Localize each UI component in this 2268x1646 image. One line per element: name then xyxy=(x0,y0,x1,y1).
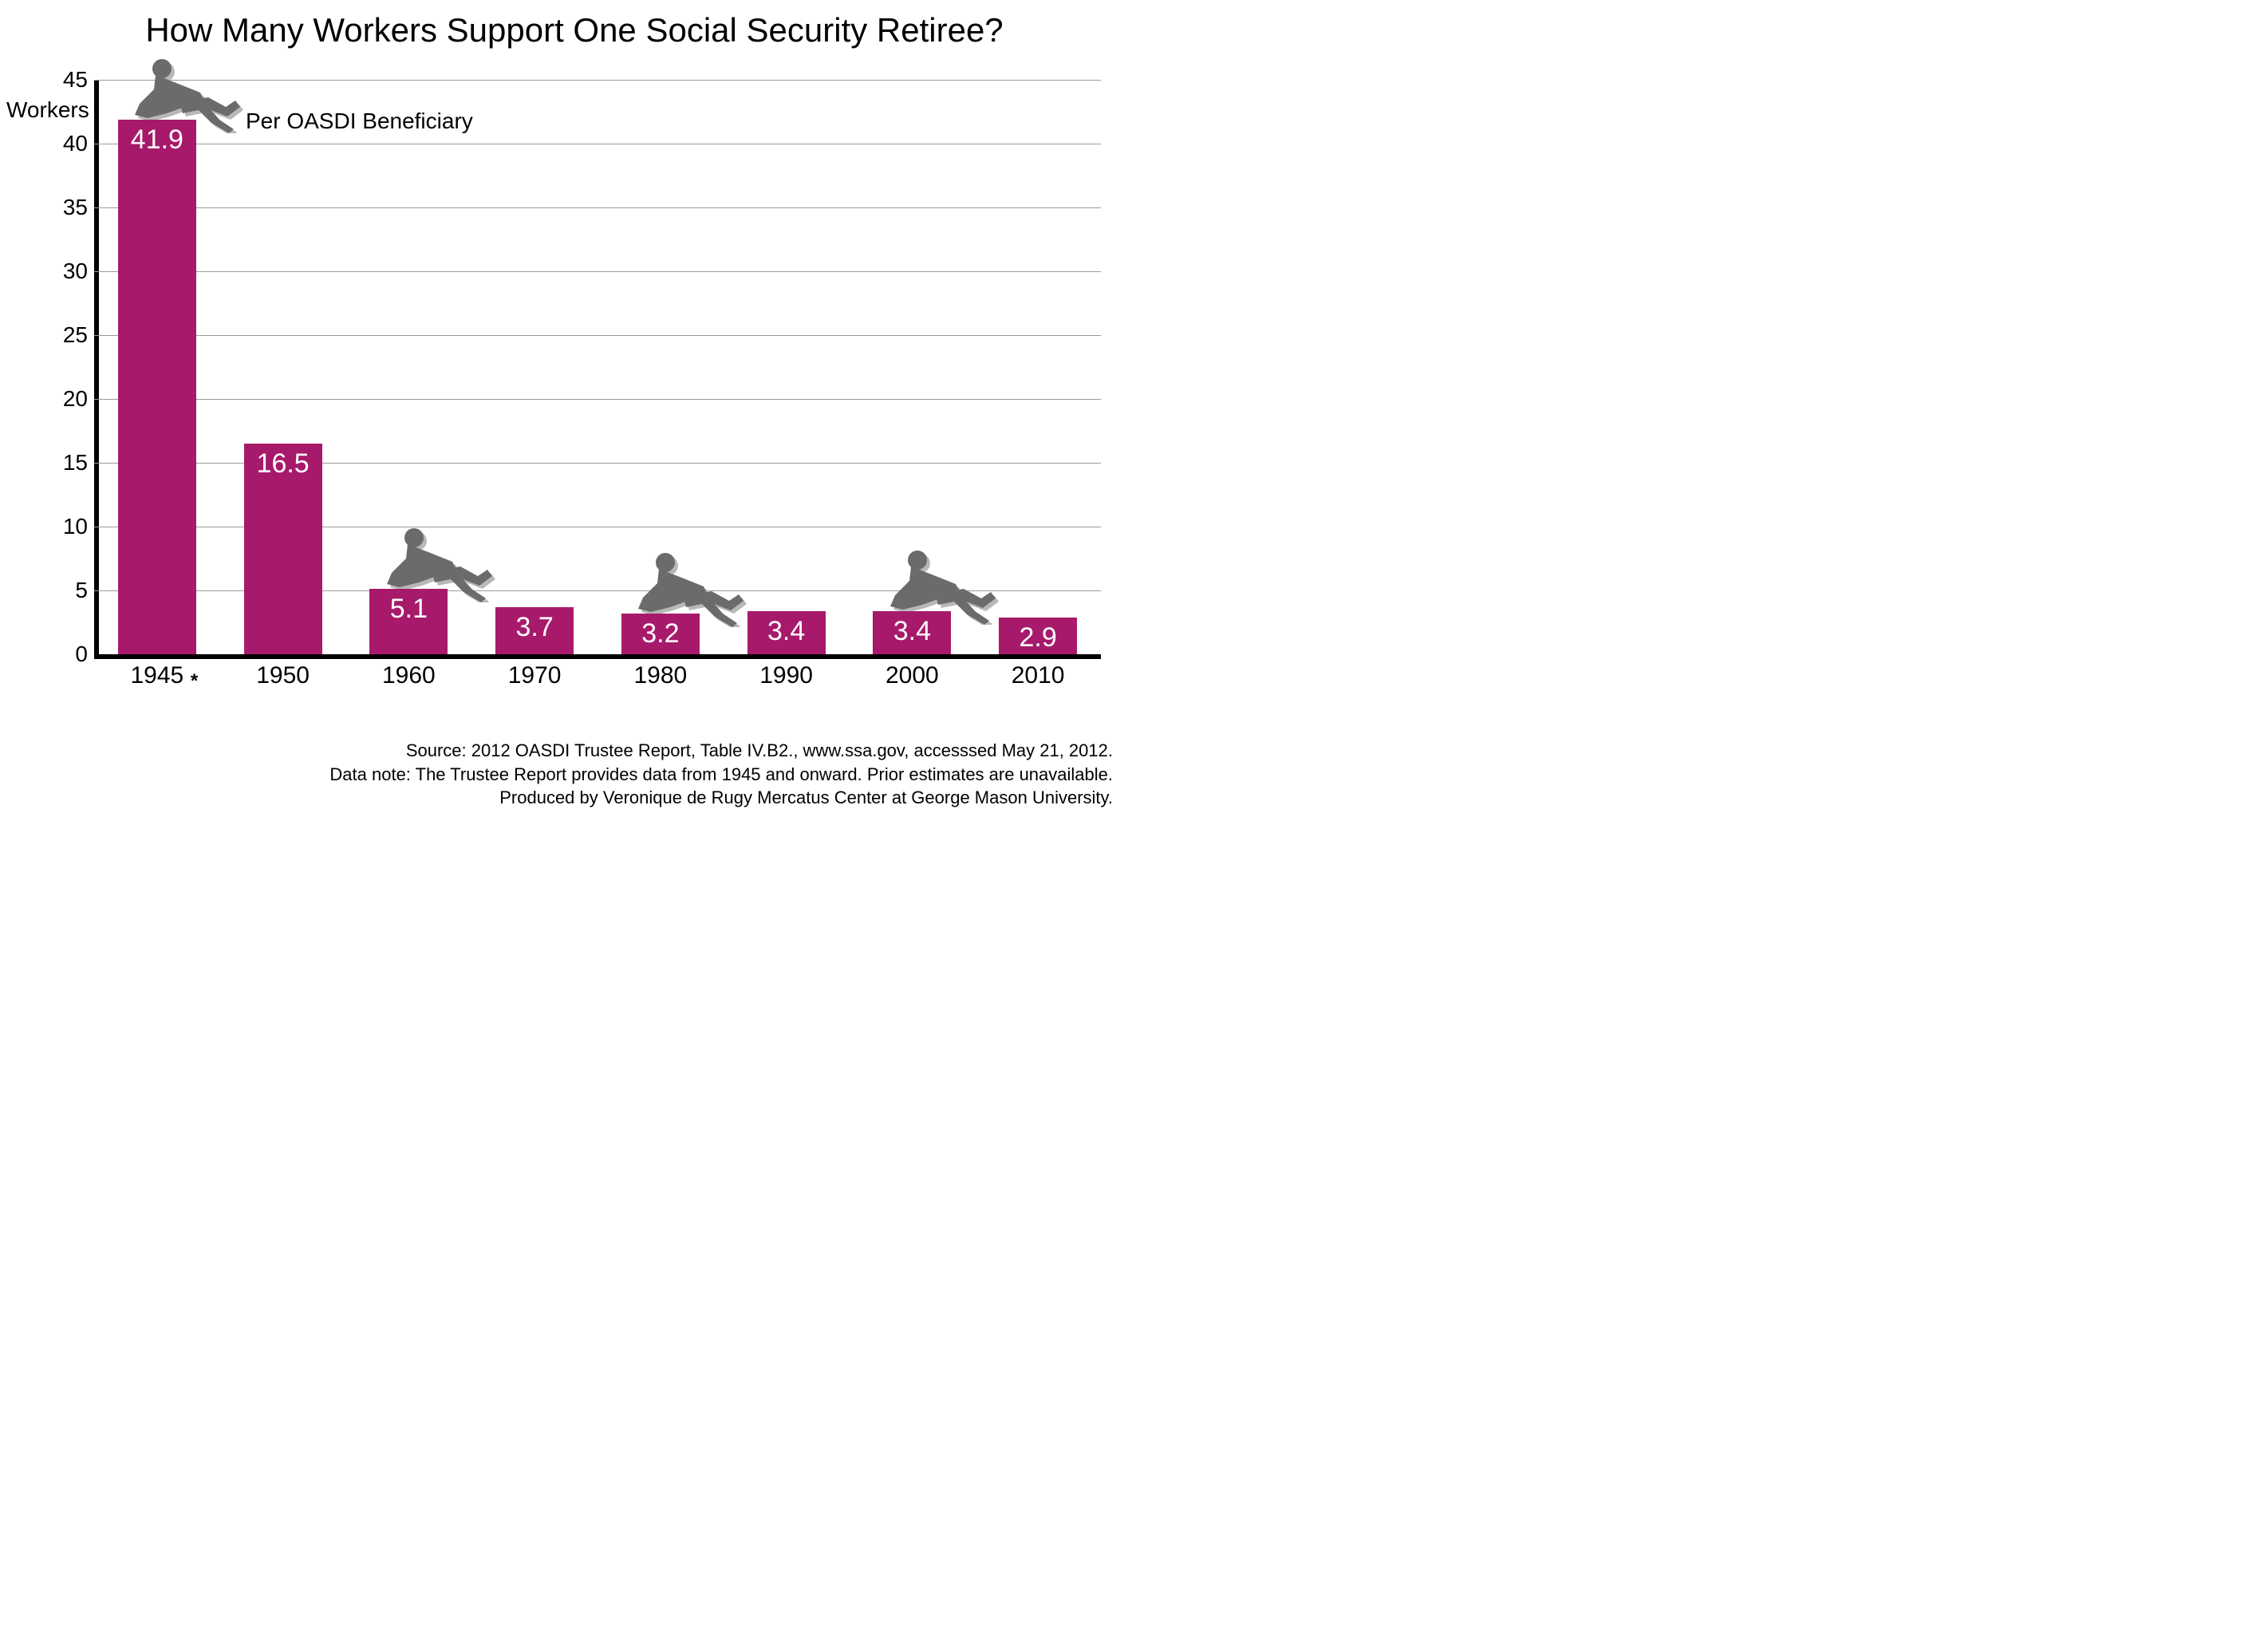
bar-value-label: 3.4 xyxy=(732,616,841,647)
y-tick-label: 0 xyxy=(75,641,88,667)
x-tick-label: 1970 xyxy=(471,654,598,702)
bar-value-label: 16.5 xyxy=(228,448,337,480)
chart-subtitle: Per OASDI Beneficiary xyxy=(246,109,473,134)
chart-area: 051015202530354045 41.916.5 5.13.7 xyxy=(48,80,1117,702)
y-tick-label: 15 xyxy=(63,450,88,476)
plot-region: 41.9 16.5 5.1 3.7 3.2 3.4 xyxy=(94,80,1101,654)
y-tick-label: 35 xyxy=(63,195,88,220)
bar: 41.9 xyxy=(118,120,196,654)
footer-source: Source: 2012 OASDI Trustee Report, Table… xyxy=(329,739,1113,763)
x-tick-label: 1980 xyxy=(598,654,724,702)
y-tick-label: 20 xyxy=(63,386,88,412)
bar: 3.7 xyxy=(495,607,574,654)
bar-value-label: 3.7 xyxy=(480,612,590,643)
x-tick-label: 2010 xyxy=(975,654,1101,702)
bar: 16.5 xyxy=(244,444,322,654)
bar-value-label: 2.9 xyxy=(984,622,1093,653)
bar-slot: 3.4 xyxy=(850,80,976,654)
x-tick-label: 2000 xyxy=(850,654,976,702)
y-tick-label: 30 xyxy=(63,259,88,284)
bar-value-label: 3.2 xyxy=(605,618,715,649)
y-axis: 051015202530354045 xyxy=(48,80,94,654)
chart-title: How Many Workers Support One Social Secu… xyxy=(0,11,1149,49)
bar-slot: 16.5 xyxy=(220,80,346,654)
y-tick-label: 5 xyxy=(75,578,88,603)
bar-value-label: 41.9 xyxy=(102,124,211,156)
y-tick-label: 40 xyxy=(63,131,88,156)
chart-footer: Source: 2012 OASDI Trustee Report, Table… xyxy=(329,739,1113,810)
bar-value-label: 3.4 xyxy=(858,616,967,647)
asterisk: * xyxy=(191,670,198,693)
y-axis-title: Workers xyxy=(6,97,89,123)
bar-slot: 3.7 xyxy=(471,80,598,654)
bar-slot: 2.9 xyxy=(975,80,1101,654)
bar: 3.4 xyxy=(873,611,951,654)
bar-slot: 41.9 xyxy=(94,80,220,654)
bar-slot: 3.4 xyxy=(724,80,850,654)
bar: 2.9 xyxy=(999,618,1077,654)
y-tick-label: 10 xyxy=(63,514,88,539)
bar-value-label: 5.1 xyxy=(354,594,463,625)
x-tick-label: 1950 xyxy=(220,654,346,702)
bar: 3.2 xyxy=(621,614,700,654)
y-tick-label: 45 xyxy=(63,67,88,93)
bar: 3.4 xyxy=(747,611,826,654)
bars-container: 41.9 16.5 5.1 3.7 3.2 3.4 xyxy=(94,80,1101,654)
bar-slot: 3.2 xyxy=(598,80,724,654)
x-tick-label: 1945* xyxy=(94,654,220,702)
footer-credit: Produced by Veronique de Rugy Mercatus C… xyxy=(329,786,1113,810)
x-tick-label: 1990 xyxy=(724,654,850,702)
bar-slot: 5.1 xyxy=(346,80,472,654)
x-tick-label: 1960 xyxy=(346,654,472,702)
y-tick-label: 25 xyxy=(63,322,88,348)
footer-datanote: Data note: The Trustee Report provides d… xyxy=(329,763,1113,787)
bar: 5.1 xyxy=(369,589,448,654)
x-axis-labels: 1945*1950196019701980199020002010 xyxy=(94,654,1101,702)
